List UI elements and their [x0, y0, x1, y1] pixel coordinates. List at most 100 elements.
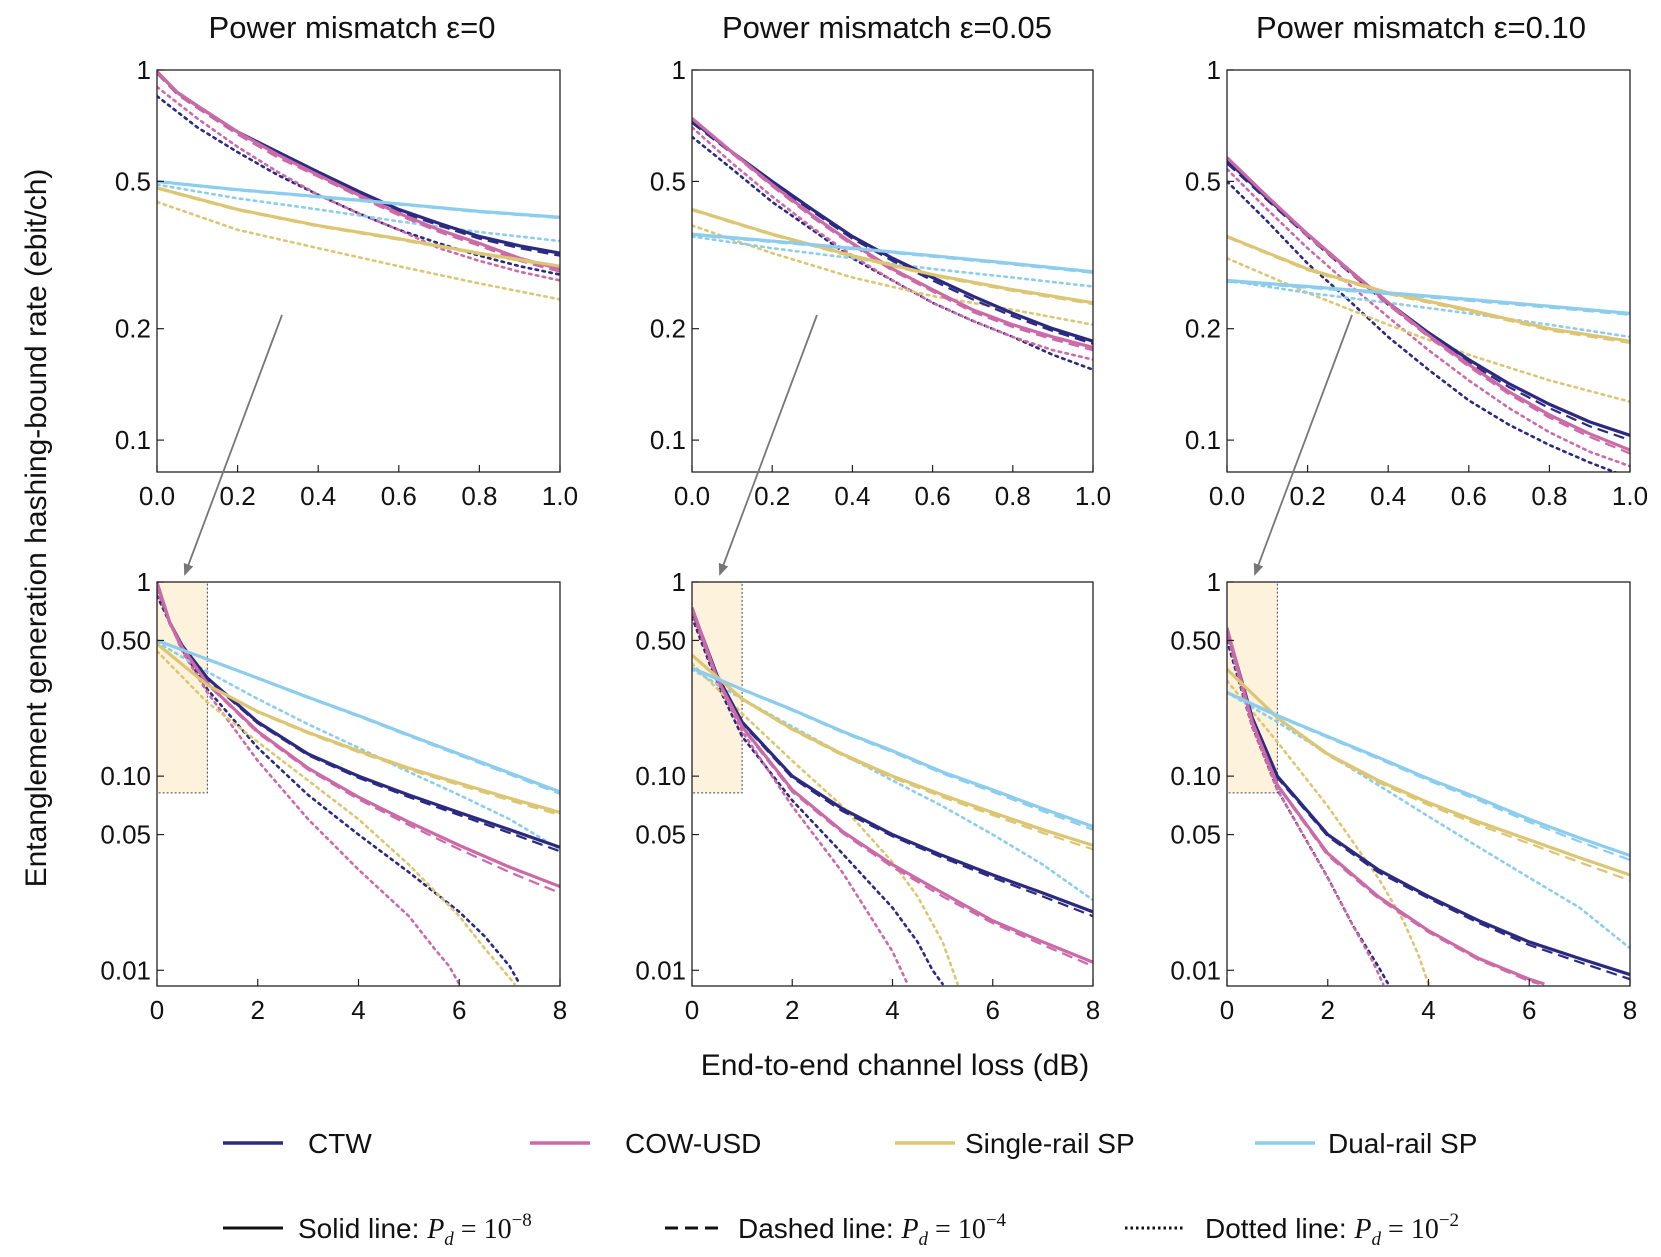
- x-tick-label: 0: [150, 995, 164, 1025]
- series-dual-rail-sp-solid: [1227, 690, 1630, 858]
- series-cow-usd-solid: [1227, 156, 1630, 452]
- series-dual-rail-sp-dashed: [1227, 280, 1630, 316]
- series-ctw-dotted: [157, 594, 521, 986]
- series-dual-rail-sp-dotted: [157, 640, 560, 851]
- plot-frame: [1226, 581, 1631, 987]
- panel-3: 0 2 4 6 8 1 0.50 0.10 0.05 0.01: [100, 567, 567, 1025]
- series-cow-usd-dashed: [692, 608, 1093, 968]
- series-ctw-dotted: [157, 94, 560, 276]
- legend-colors: CTW COW-USD Single-rail SP Dual-rail SP: [223, 1128, 1477, 1159]
- y-tick-label: 0.5: [650, 166, 686, 196]
- x-tick-label: 4: [351, 995, 365, 1025]
- x-tick-label: 0: [1220, 995, 1234, 1025]
- series-group: [1227, 156, 1630, 472]
- x-axis-label: End-to-end channel loss (dB): [701, 1049, 1090, 1082]
- x-tick-label: 1.0: [542, 481, 578, 511]
- y-tick-label: 0.5: [1185, 166, 1221, 196]
- x-tick-label: 0: [685, 995, 699, 1025]
- series-dual-rail-sp-solid: [692, 232, 1093, 274]
- plot-frame: [156, 69, 561, 473]
- series-cow-usd-dashed: [1227, 158, 1630, 455]
- x-tick-label: 6: [1522, 995, 1536, 1025]
- y-tick-label: 0.05: [635, 820, 686, 850]
- zoom-arrows: [183, 314, 1353, 576]
- x-tick-label: 0.4: [834, 481, 870, 511]
- plot-frame: [1226, 69, 1631, 473]
- x-tick-label: 0.0: [1209, 481, 1245, 511]
- panel-title-eps-0-05: Power mismatch ε=0.05: [722, 10, 1052, 45]
- series-ctw-dashed: [157, 72, 560, 257]
- y-tick-label: 0.05: [1170, 820, 1221, 850]
- x-tick-label: 1.0: [1612, 481, 1648, 511]
- series-single-rail-sp-dotted: [1227, 256, 1630, 403]
- x-tick-label: 0.2: [754, 481, 790, 511]
- series-ctw-dashed: [692, 121, 1093, 345]
- panel-0: 0.0 0.2 0.4 0.6 0.8 1.0 1 0.5 0.2 0.1: [115, 55, 578, 511]
- series-ctw-solid: [692, 607, 1093, 914]
- series-cow-usd-solid: [157, 582, 560, 889]
- series-single-rail-sp-dotted: [692, 224, 1093, 327]
- y-tick-label: 0.50: [1170, 625, 1221, 655]
- series-single-rail-sp-solid: [157, 642, 560, 815]
- series-ctw-solid: [1227, 159, 1630, 437]
- legend-label-ctw: CTW: [308, 1128, 372, 1159]
- series-single-rail-sp-dotted: [692, 662, 959, 986]
- x-tick-label: 0.8: [1531, 481, 1567, 511]
- y-tick-label: 0.50: [100, 625, 151, 655]
- panel-4: 0 2 4 6 8 1 0.50 0.10 0.05 0.01: [635, 567, 1100, 1025]
- x-tick-label: 6: [986, 995, 1000, 1025]
- series-group: [692, 606, 1093, 986]
- series-dual-rail-sp-dotted: [157, 183, 560, 243]
- plot-frame: [691, 581, 1094, 987]
- series-dual-rail-sp-solid: [157, 179, 560, 219]
- zoom-arrow-0: [183, 314, 283, 576]
- series-single-rail-sp-solid: [692, 653, 1093, 847]
- series-cow-usd-solid: [692, 606, 1093, 964]
- x-tick-label: 0.4: [1370, 481, 1406, 511]
- series-ctw-dotted: [1227, 180, 1619, 472]
- series-cow-usd-dotted: [1227, 167, 1630, 468]
- x-tick-label: 8: [1623, 995, 1637, 1025]
- series-dual-rail-sp-solid: [1227, 278, 1630, 315]
- y-tick-label: 0.05: [100, 820, 151, 850]
- y-tick-label: 1: [137, 567, 151, 597]
- y-tick-label: 0.10: [635, 761, 686, 791]
- x-tick-label: 0.6: [381, 481, 417, 511]
- y-tick-label: 0.50: [635, 625, 686, 655]
- series-group: [157, 582, 560, 986]
- zoom-arrow-2: [1253, 314, 1353, 576]
- series-single-rail-sp-dotted: [1227, 679, 1430, 986]
- x-tick-label: 2: [1321, 995, 1335, 1025]
- chart-panels: 0.0 0.2 0.4 0.6 0.8 1.0 1 0.5 0.2 0.1 0.0 0.2 0.4 0.6…: [100, 55, 1648, 1025]
- series-single-rail-sp-dashed: [1227, 669, 1630, 882]
- panel-title-eps-0-10: Power mismatch ε=0.10: [1256, 10, 1586, 45]
- legend-label-cow-usd: COW-USD: [625, 1128, 761, 1159]
- series-single-rail-sp-solid: [1227, 234, 1630, 343]
- y-tick-label: 0.01: [635, 955, 686, 985]
- series-group: [1227, 627, 1630, 986]
- series-ctw-solid: [1227, 628, 1630, 977]
- x-tick-label: 0.6: [1451, 481, 1487, 511]
- series-single-rail-sp-dotted: [157, 200, 560, 301]
- series-cow-usd-solid: [692, 117, 1093, 349]
- y-tick-label: 0.5: [115, 166, 151, 196]
- series-ctw-dashed: [692, 609, 1093, 918]
- y-tick-label: 0.2: [650, 314, 686, 344]
- x-tick-label: 1.0: [1075, 481, 1111, 511]
- series-group: [157, 70, 560, 301]
- x-tick-label: 4: [1421, 995, 1435, 1025]
- series-cow-usd-dotted: [1227, 632, 1385, 986]
- series-cow-usd-dashed: [157, 72, 560, 273]
- series-ctw-dotted: [692, 615, 944, 986]
- series-dual-rail-sp-dotted: [1227, 279, 1630, 339]
- x-tick-label: 0.8: [995, 481, 1031, 511]
- plot-frame: [691, 69, 1094, 473]
- series-single-rail-sp-dashed: [157, 643, 560, 817]
- y-tick-label: 0.10: [1170, 761, 1221, 791]
- y-tick-label: 1: [672, 55, 686, 85]
- series-dual-rail-sp-dotted: [1227, 691, 1630, 950]
- legend-label-single-rail-sp: Single-rail SP: [965, 1128, 1135, 1159]
- panel-2: 0.0 0.2 0.4 0.6 0.8 1.0 1 0.5 0.2 0.1: [1185, 55, 1648, 511]
- legend-styles: Solid line: Pd = 10−8 Dashed line: Pd = …: [223, 1210, 1459, 1250]
- panel-1: 0.0 0.2 0.4 0.6 0.8 1.0 1 0.5 0.2 0.1: [650, 55, 1111, 511]
